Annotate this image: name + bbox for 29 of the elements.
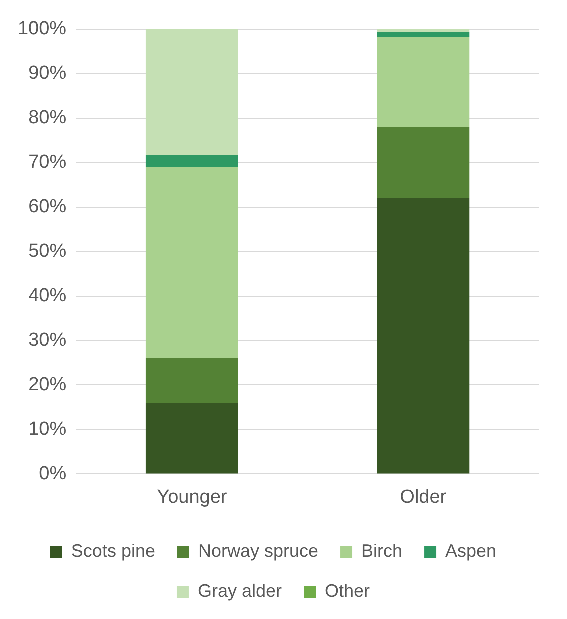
y-tick-label: 100% — [18, 18, 67, 40]
y-tick-label: 70% — [28, 152, 67, 174]
bar — [146, 403, 238, 474]
y-tick-label: 40% — [28, 286, 67, 307]
x-tick-label: Older — [400, 486, 448, 508]
y-tick-label: 20% — [28, 374, 67, 396]
x-tick-label: Younger — [157, 486, 228, 508]
legend-label: Other — [325, 580, 370, 601]
bar — [146, 155, 238, 168]
legend-label: Birch — [362, 540, 403, 561]
y-tick-label: 90% — [28, 63, 67, 84]
bar — [146, 358, 238, 404]
y-tick-label: 30% — [28, 330, 67, 351]
y-tick-label: 0% — [39, 463, 67, 484]
bar — [377, 32, 470, 37]
legend-label: Scots pine — [71, 540, 156, 561]
bar — [146, 167, 238, 359]
bar — [146, 29, 238, 156]
bar — [377, 127, 470, 198]
y-tick-label: 10% — [28, 418, 67, 440]
legend-label: Norway spruce — [198, 540, 319, 561]
legend-label: Gray alder — [198, 580, 282, 601]
bar — [377, 29, 470, 32]
y-tick-label: 60% — [28, 196, 67, 218]
bar — [377, 36, 470, 128]
bar — [377, 198, 470, 474]
y-tick-label: 50% — [28, 241, 67, 262]
legend-label: Aspen — [446, 540, 497, 561]
y-tick-label: 80% — [28, 108, 67, 129]
